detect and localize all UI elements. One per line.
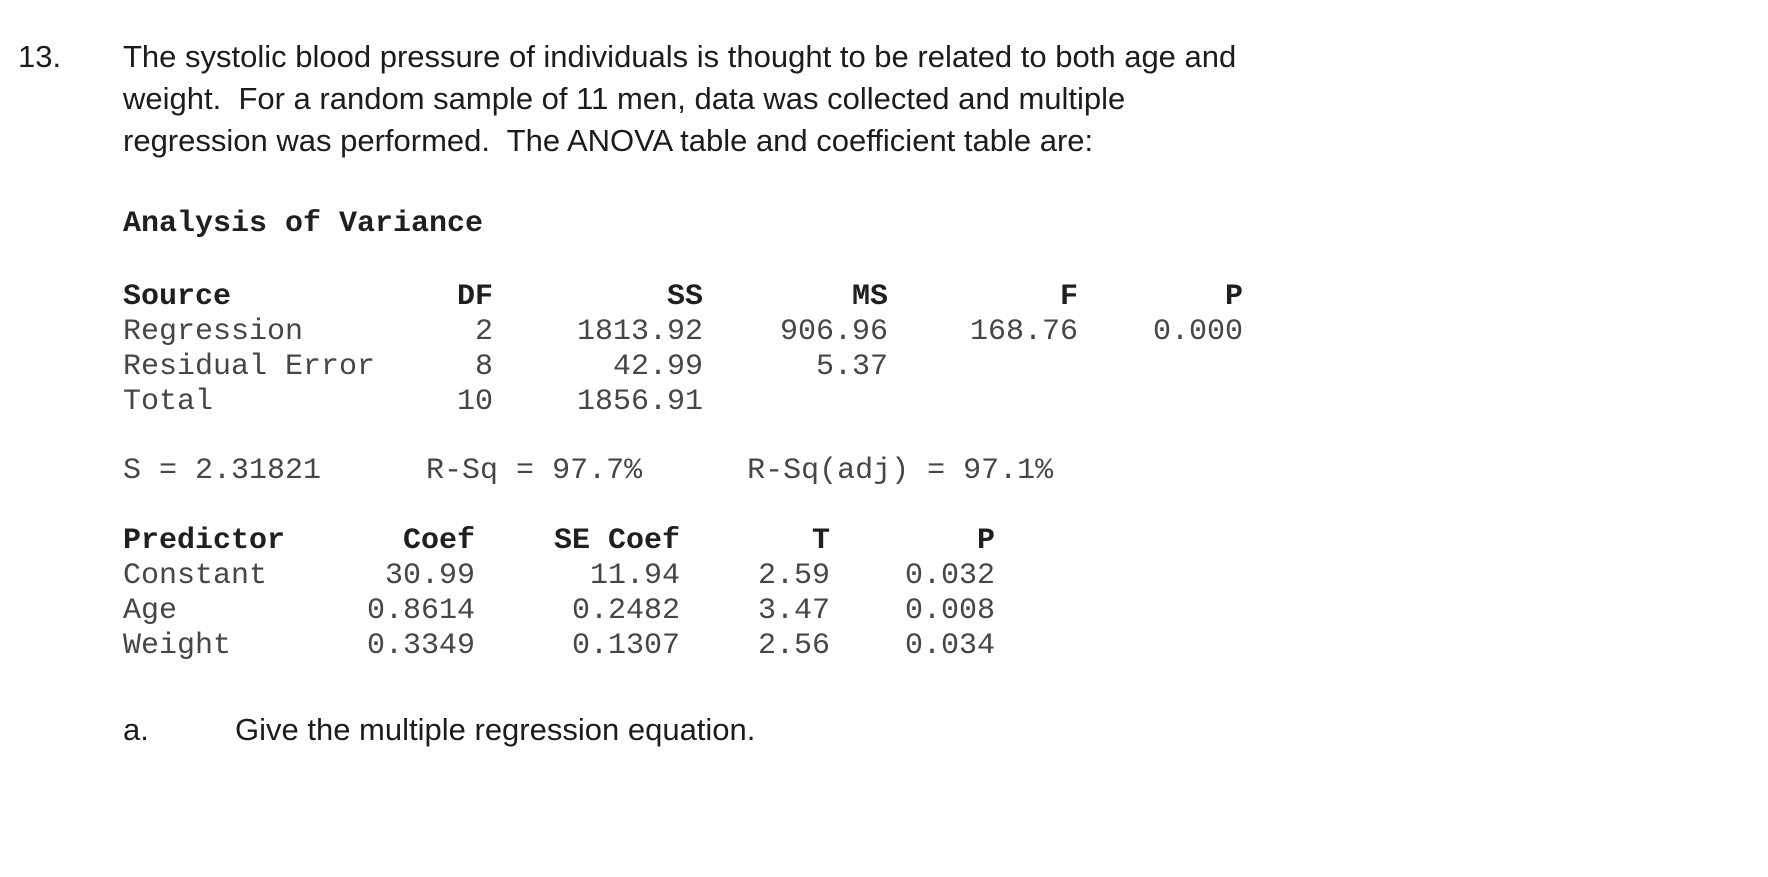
anova-table: Source DF SS MS F P Regression 2 1813.92… [123, 280, 1768, 420]
coefficients-cell: 0.008 [904, 594, 995, 628]
anova-cell: 42.99 [612, 350, 703, 384]
anova-row: Total 10 1856.91 [123, 385, 1768, 420]
anova-cell: 1856.91 [576, 385, 703, 419]
question-text: The systolic blood pressure of individua… [123, 36, 1236, 162]
coefficients-header-row: Predictor Coef SE Coef T P [123, 524, 1768, 559]
anova-row: Residual Error 8 42.99 5.37 [123, 350, 1768, 385]
anova-cell [1078, 350, 1243, 385]
coefficients-cell: Constant [123, 559, 268, 593]
coefficients-row: Weight 0.3349 0.1307 2.56 0.034 [123, 629, 1768, 664]
anova-header-row: Source DF SS MS F P [123, 280, 1768, 315]
anova-cell: 5.37 [815, 350, 888, 384]
coefficients-header-cell: Predictor [123, 524, 286, 558]
r-squared: R-Sq = 97.7% [426, 454, 643, 488]
anova-cell: Regression [123, 315, 304, 349]
anova-cell: 1813.92 [576, 315, 703, 349]
anova-header-cell: DF [456, 280, 493, 314]
anova-title: Analysis of Variance [123, 207, 484, 241]
regression-output: Analysis of Variance Source DF SS MS F P… [123, 207, 1768, 751]
coefficients-cell: 30.99 [384, 559, 475, 593]
anova-header-cell: F [1059, 280, 1078, 314]
model-summary: S = 2.31821 R-Sq = 97.7% R-Sq(adj) = 97.… [123, 454, 1768, 489]
anova-header-cell: SS [666, 280, 703, 314]
anova-cell: 10 [456, 385, 493, 419]
anova-row: Regression 2 1813.92 906.96 168.76 0.000 [123, 315, 1768, 350]
coefficients-cell: 0.034 [904, 629, 995, 663]
coefficients-cell: 0.8614 [366, 594, 475, 628]
coefficients-cell: 0.2482 [571, 594, 680, 628]
anova-cell: 906.96 [779, 315, 888, 349]
coefficients-cell: 2.59 [757, 559, 830, 593]
coefficients-header-cell: P [976, 524, 995, 558]
coefficients-cell: Age [123, 594, 178, 628]
question-text-line: The systolic blood pressure of individua… [123, 39, 1237, 74]
coefficients-table: Predictor Coef SE Coef T P Constant 30.9… [123, 524, 1768, 664]
subquestion-a-label: a. [123, 712, 149, 747]
coefficients-header-cell: Coef [402, 524, 475, 558]
coefficients-row: Constant 30.99 11.94 2.59 0.032 [123, 559, 1768, 594]
coefficients-cell: 0.3349 [366, 629, 475, 663]
anova-cell [888, 385, 1078, 420]
coefficients-cell: 0.032 [904, 559, 995, 593]
coefficients-cell: 0.1307 [571, 629, 680, 663]
coefficients-row: Age 0.8614 0.2482 3.47 0.008 [123, 594, 1768, 629]
subquestion-a-text: Give the multiple regression equation. [235, 712, 756, 747]
coefficients-cell: Weight [123, 629, 232, 663]
coefficients-cell: 3.47 [757, 594, 830, 628]
question-text-line: weight. For a random sample of 11 men, d… [123, 81, 1126, 116]
anova-cell [703, 385, 888, 420]
anova-cell [1078, 385, 1243, 420]
coefficients-header-cell: SE Coef [553, 524, 680, 558]
r-squared-adjusted: R-Sq(adj) = 97.1% [747, 454, 1054, 488]
anova-header-cell: Source [123, 280, 232, 314]
anova-header-cell: P [1224, 280, 1243, 314]
anova-cell: 0.000 [1152, 315, 1243, 349]
subquestion-a: a. Give the multiple regression equation… [123, 709, 1768, 751]
coefficients-cell: 11.94 [589, 559, 680, 593]
anova-cell: 168.76 [969, 315, 1078, 349]
coefficients-header-cell: T [811, 524, 830, 558]
s-value: S = 2.31821 [123, 454, 322, 488]
anova-header-cell: MS [851, 280, 888, 314]
anova-cell [888, 350, 1078, 385]
coefficients-cell: 2.56 [757, 629, 830, 663]
anova-cell: 8 [474, 350, 493, 384]
question-text-line: regression was performed. The ANOVA tabl… [123, 123, 1094, 158]
anova-cell: Total [123, 385, 214, 419]
anova-cell: 2 [474, 315, 493, 349]
question-block: 13. The systolic blood pressure of indiv… [18, 36, 1768, 162]
anova-cell: Residual Error [123, 350, 376, 384]
question-number: 13. [18, 39, 62, 74]
